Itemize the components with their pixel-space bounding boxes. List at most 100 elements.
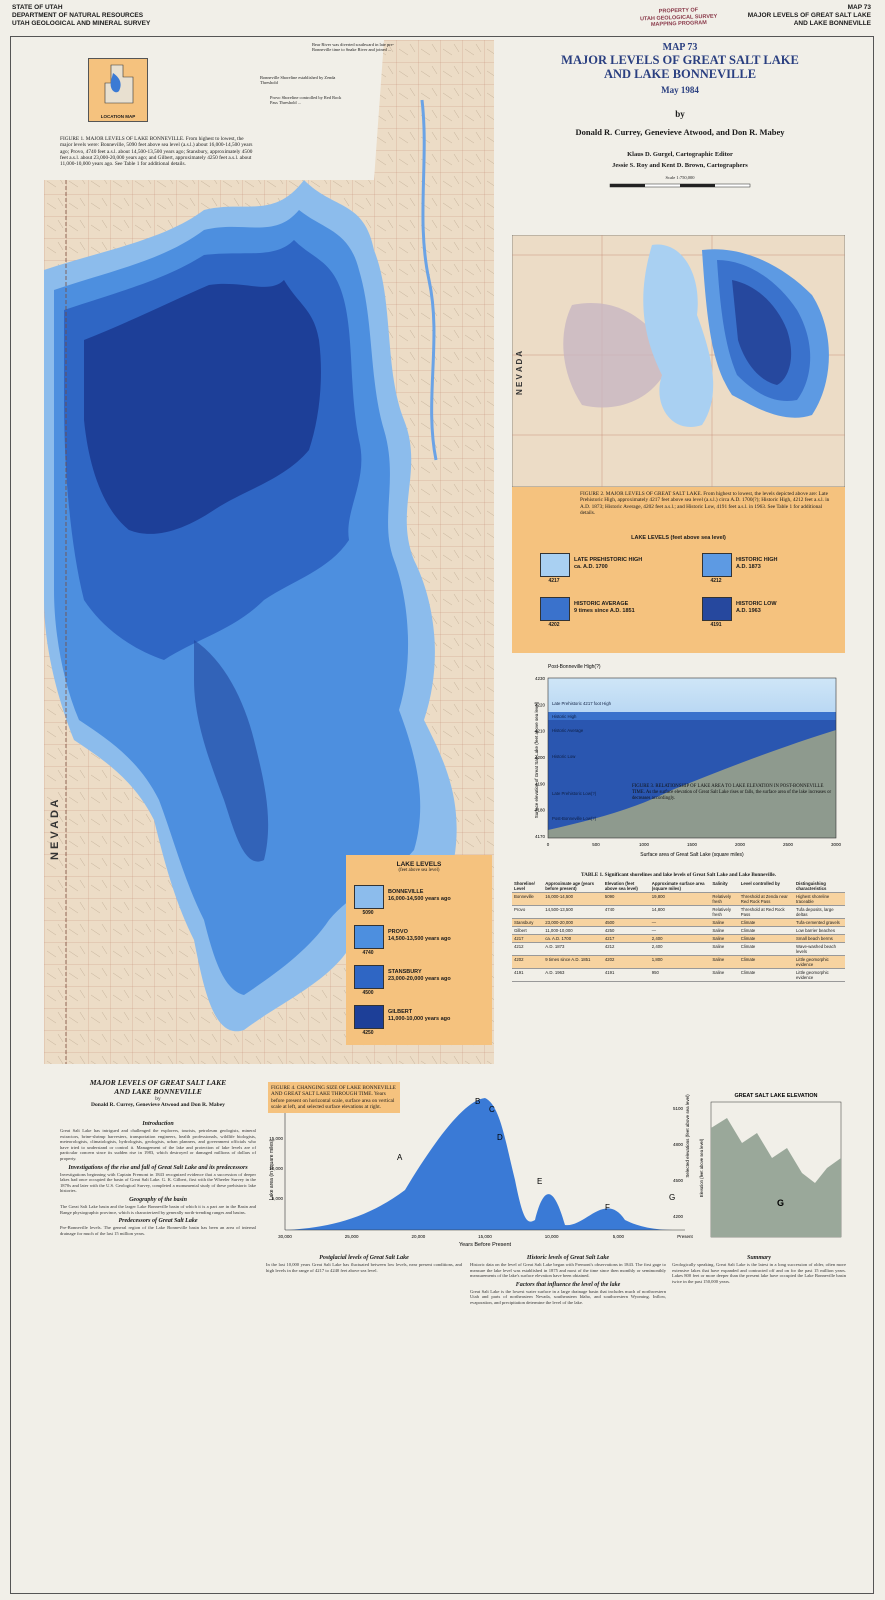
x-tick-label: 15,000 bbox=[478, 1234, 492, 1239]
legend-elevation: 4212 bbox=[710, 578, 722, 584]
column: Summary Geologically speaking, Great Salt… bbox=[672, 1252, 846, 1284]
table-cell: 5090 bbox=[602, 892, 650, 906]
table-cell: Threshold at Red Rock Pass bbox=[738, 905, 795, 919]
event-letter: E bbox=[537, 1177, 542, 1186]
x-tick-label: 10,000 bbox=[545, 1234, 559, 1239]
legend-elevation: 4500 bbox=[362, 990, 374, 996]
table-cell: Little geomorphic evidence bbox=[794, 955, 845, 969]
table-cell: Saline bbox=[710, 934, 739, 943]
table-cell: 11,000-10,000 bbox=[543, 926, 603, 935]
table-header: Shoreline/ Level bbox=[512, 880, 544, 893]
figure2-map: N E V A D A bbox=[512, 235, 845, 487]
table-cell: 4191 bbox=[602, 968, 650, 982]
table-row: 4217 ca. A.D. 1700 4217 2,400 Saline Climate S… bbox=[512, 934, 845, 943]
table-cell: Wave-washed beach levels bbox=[794, 942, 845, 956]
legend-elevation: 4191 bbox=[710, 622, 722, 628]
frame bbox=[10, 36, 874, 1594]
legend-lake-bonneville: LAKE LEVELS (feet above sea level) BONNE… bbox=[346, 855, 492, 1045]
table-cell: Gilbert bbox=[512, 926, 544, 935]
table-cell: 4202 bbox=[512, 955, 544, 969]
y-tick-label: 4170 bbox=[535, 834, 546, 839]
legend-text: HISTORIC AVERAGE 9 times since A.D. 1851 bbox=[574, 601, 635, 615]
legend-name: BONNEVILLE bbox=[388, 889, 424, 895]
x-tick-label: Present bbox=[677, 1234, 693, 1239]
legend-elevation: 4740 bbox=[362, 950, 374, 956]
top-label: Post-Bonneville High(?) bbox=[548, 664, 601, 670]
table-header: Elevation (feet above sea level) bbox=[602, 880, 650, 893]
table-cell: Relatively fresh bbox=[710, 892, 739, 906]
by: by bbox=[155, 1096, 161, 1102]
title-block: MAP 73 MAJOR LEVELS OF GREAT SALT LAKE A… bbox=[500, 42, 860, 199]
legend-name: HISTORIC HIGH bbox=[736, 557, 778, 563]
legend-text: HISTORIC HIGH A.D. 1873 bbox=[736, 557, 777, 571]
y-tick-label: 15,000 bbox=[269, 1136, 283, 1141]
section-text: Geologically speaking, Great Salt Lake i… bbox=[672, 1262, 846, 1284]
table-cell: 4202 bbox=[602, 955, 650, 969]
lake-arm bbox=[194, 640, 269, 862]
header-line: MAP 73 bbox=[847, 4, 871, 11]
legend-item: STANSBURY 23,000-20,000 years ago 4500 bbox=[354, 965, 489, 1005]
y-tick-label: 4180 bbox=[535, 808, 546, 813]
legend-item: HISTORIC AVERAGE 9 times since A.D. 1851 4… bbox=[540, 597, 675, 637]
legend-swatch bbox=[702, 597, 732, 621]
legend-title: LAKE LEVELS (feet above sea level) bbox=[631, 535, 726, 541]
table-cell: 14,800 bbox=[649, 905, 711, 919]
location-map-label: LOCATION MAP bbox=[100, 114, 136, 119]
legend-item: BONNEVILLE 16,000-14,500 years ago 5090 bbox=[354, 885, 489, 925]
gilbert-level bbox=[84, 280, 321, 534]
table-cell: 4191 bbox=[512, 968, 544, 982]
table-row: 4202 9 times since A.D. 1851 4202 1,800 Sali… bbox=[512, 955, 845, 969]
legend-item: HISTORIC LOW A.D. 1963 4191 bbox=[702, 597, 837, 637]
legend-name: GILBERT bbox=[388, 1009, 413, 1015]
x-tick-label: 1000 bbox=[639, 842, 650, 847]
figure5-title: GREAT SALT LAKE ELEVATION bbox=[734, 1093, 817, 1099]
by: by bbox=[675, 109, 685, 119]
section-heading: Introduction bbox=[142, 1121, 174, 1127]
table-cell: Climate bbox=[738, 926, 795, 935]
table-header: Level controlled by bbox=[738, 880, 795, 893]
section-heading: Historic levels of Great Salt Lake bbox=[526, 1255, 610, 1261]
table-cell: — bbox=[649, 918, 711, 927]
section-text: Investigations beginning with Captain Fr… bbox=[60, 1171, 256, 1194]
table-cell: 4217 bbox=[512, 934, 544, 943]
legend-name: HISTORIC LOW bbox=[736, 601, 777, 607]
table-row: Gilbert 11,000-10,000 4250— Saline Climate Lo… bbox=[512, 926, 845, 935]
y-axis-title: Elevation (feet above sea level) bbox=[699, 1138, 704, 1197]
level-label: Late Prehistoric Low(?) bbox=[552, 791, 597, 796]
legend-date: ca. A.D. 1700 bbox=[574, 564, 608, 570]
map-title: AND LAKE BONNEVILLE bbox=[603, 67, 757, 81]
table-cell: 16,000-14,500 bbox=[543, 892, 603, 906]
section-text: In the last 10,000 years Great Salt Lake… bbox=[266, 1262, 462, 1273]
table-cell: Stansbury bbox=[512, 918, 544, 927]
article-title: MAJOR LEVELS OF GREAT SALT LAKE bbox=[89, 1078, 227, 1087]
article-head: MAJOR LEVELS OF GREAT SALT LAKE AND LAKE… bbox=[60, 1078, 256, 1108]
y-tick-label: 4200 bbox=[535, 755, 546, 760]
figure2-panel: FIGURE 2. MAJOR LEVELS OF GREAT SALT LAK… bbox=[512, 487, 845, 653]
map-note: Bear River was diverted southward in lat… bbox=[312, 42, 395, 53]
level-label: Historic High bbox=[552, 714, 577, 719]
table-cell: Saline bbox=[710, 942, 739, 956]
table-cell: 4500 bbox=[602, 918, 650, 927]
x-axis-title: Years Before Present bbox=[459, 1242, 512, 1248]
table-cell: Saline bbox=[710, 968, 739, 982]
table-cell: 1,800 bbox=[649, 955, 711, 969]
legend-item: PROVO 14,500-13,500 years ago 4740 bbox=[354, 925, 489, 965]
legend-text: PROVO 14,500-13,500 years ago bbox=[388, 929, 451, 943]
legend-name: STANSBURY bbox=[388, 969, 422, 975]
x-tick-label: 2500 bbox=[783, 842, 794, 847]
river bbox=[420, 99, 438, 461]
x-tick-label: 1500 bbox=[687, 842, 698, 847]
event-letter: A bbox=[397, 1153, 403, 1162]
y2-tick-label: 5100 bbox=[673, 1106, 684, 1111]
table-cell: ca. A.D. 1700 bbox=[543, 934, 603, 943]
x-tick-label: 5,000 bbox=[613, 1234, 625, 1239]
map-title: MAJOR LEVELS OF GREAT SALT LAKE bbox=[561, 53, 799, 67]
agency-line: UTAH GEOLOGICAL AND MINERAL SURVEY bbox=[12, 20, 151, 27]
legend-age: 14,500-13,500 years ago bbox=[388, 936, 451, 942]
legend-item: LATE PREHISTORIC HIGH ca. A.D. 1700 4217 bbox=[540, 553, 675, 593]
table-cell: Tufa deposits, large deltas bbox=[794, 905, 845, 919]
level-label: Post-Bonneville Low(?) bbox=[552, 816, 597, 821]
table-cell: Climate bbox=[738, 942, 795, 956]
legend-age: 16,000-14,500 years ago bbox=[388, 896, 451, 902]
